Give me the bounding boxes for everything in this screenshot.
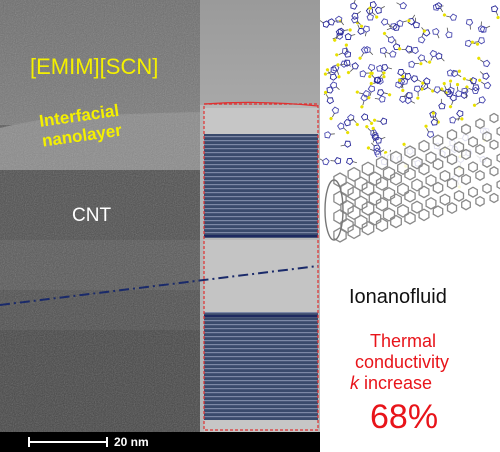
molecular-model-illustration — [320, 0, 500, 270]
cnt-wall-top — [204, 134, 318, 238]
ion-molecule — [330, 156, 341, 165]
cnt-wall-bottom — [204, 312, 318, 420]
ion-molecule — [320, 155, 330, 166]
ion-molecule — [382, 29, 395, 44]
ion-molecule — [341, 141, 351, 147]
ion-molecule — [338, 27, 352, 35]
ion-molecule — [355, 46, 369, 60]
k-symbol: k — [350, 373, 359, 393]
ion-molecule — [346, 157, 358, 167]
ion-molecule — [479, 69, 489, 81]
ion-molecule — [449, 116, 463, 124]
scale-bar-label: 20 nm — [114, 435, 149, 449]
ion-molecule — [337, 122, 350, 137]
cnt-label: CNT — [72, 205, 111, 227]
ionic-liquid-label: [EMIM][SCN] — [30, 54, 158, 80]
ion-molecule — [396, 0, 407, 10]
ion-molecule — [344, 118, 355, 126]
ion-molecule — [433, 28, 440, 39]
ion-molecule — [356, 20, 365, 34]
tem-micrograph: [EMIM][SCN] Interfacial nanolayer CNT 20… — [0, 0, 320, 452]
increase-value: 68% — [370, 398, 438, 437]
ion-molecule — [424, 123, 434, 138]
ion-molecule — [466, 19, 474, 30]
scale-bar: 20 nm — [0, 432, 320, 452]
increase-word: increase — [364, 373, 432, 393]
ion-molecule — [375, 5, 386, 13]
thermal-label: Thermal — [370, 331, 436, 352]
ion-molecule — [429, 110, 440, 125]
ion-molecule — [477, 54, 491, 69]
ion-molecule — [435, 2, 444, 13]
ion-molecule — [326, 106, 340, 120]
ion-molecule — [408, 47, 419, 54]
ion-molecule — [345, 34, 355, 40]
ion-molecule — [430, 111, 438, 125]
ion-molecule — [465, 39, 480, 50]
ion-molecule — [471, 96, 486, 107]
scale-bar-line — [28, 441, 108, 443]
ion-molecule — [455, 83, 463, 97]
ion-molecule — [330, 81, 341, 93]
ion-molecule — [491, 5, 499, 19]
ion-molecule — [373, 115, 388, 126]
conductivity-label: conductivity — [355, 352, 449, 373]
ion-molecule — [364, 85, 377, 100]
ion-molecule — [404, 96, 415, 107]
ion-molecule — [402, 92, 413, 100]
ion-molecule — [417, 29, 430, 44]
ionanofluid-label: Ionanofluid — [349, 286, 447, 309]
k-increase-label: k increase — [350, 373, 432, 394]
ion-molecule — [365, 64, 377, 79]
ion-molecule — [418, 54, 429, 66]
ion-molecule — [381, 18, 392, 30]
scale-bar-tick-right — [106, 437, 108, 447]
ion-molecule — [324, 131, 335, 138]
cnt-core — [204, 240, 318, 312]
ion-molecule — [477, 76, 491, 91]
ion-molecule — [433, 85, 448, 98]
schematic-fluid — [200, 0, 320, 105]
cnt-lattice — [325, 114, 500, 243]
ion-molecule — [377, 88, 392, 100]
interfacial-layer — [204, 108, 318, 134]
ion-molecule — [446, 28, 453, 38]
ion-molecule — [442, 10, 457, 22]
ion-molecule — [413, 85, 422, 100]
ion-molecule — [438, 99, 446, 110]
ion-molecule — [349, 0, 362, 10]
ion-molecule — [371, 140, 381, 152]
